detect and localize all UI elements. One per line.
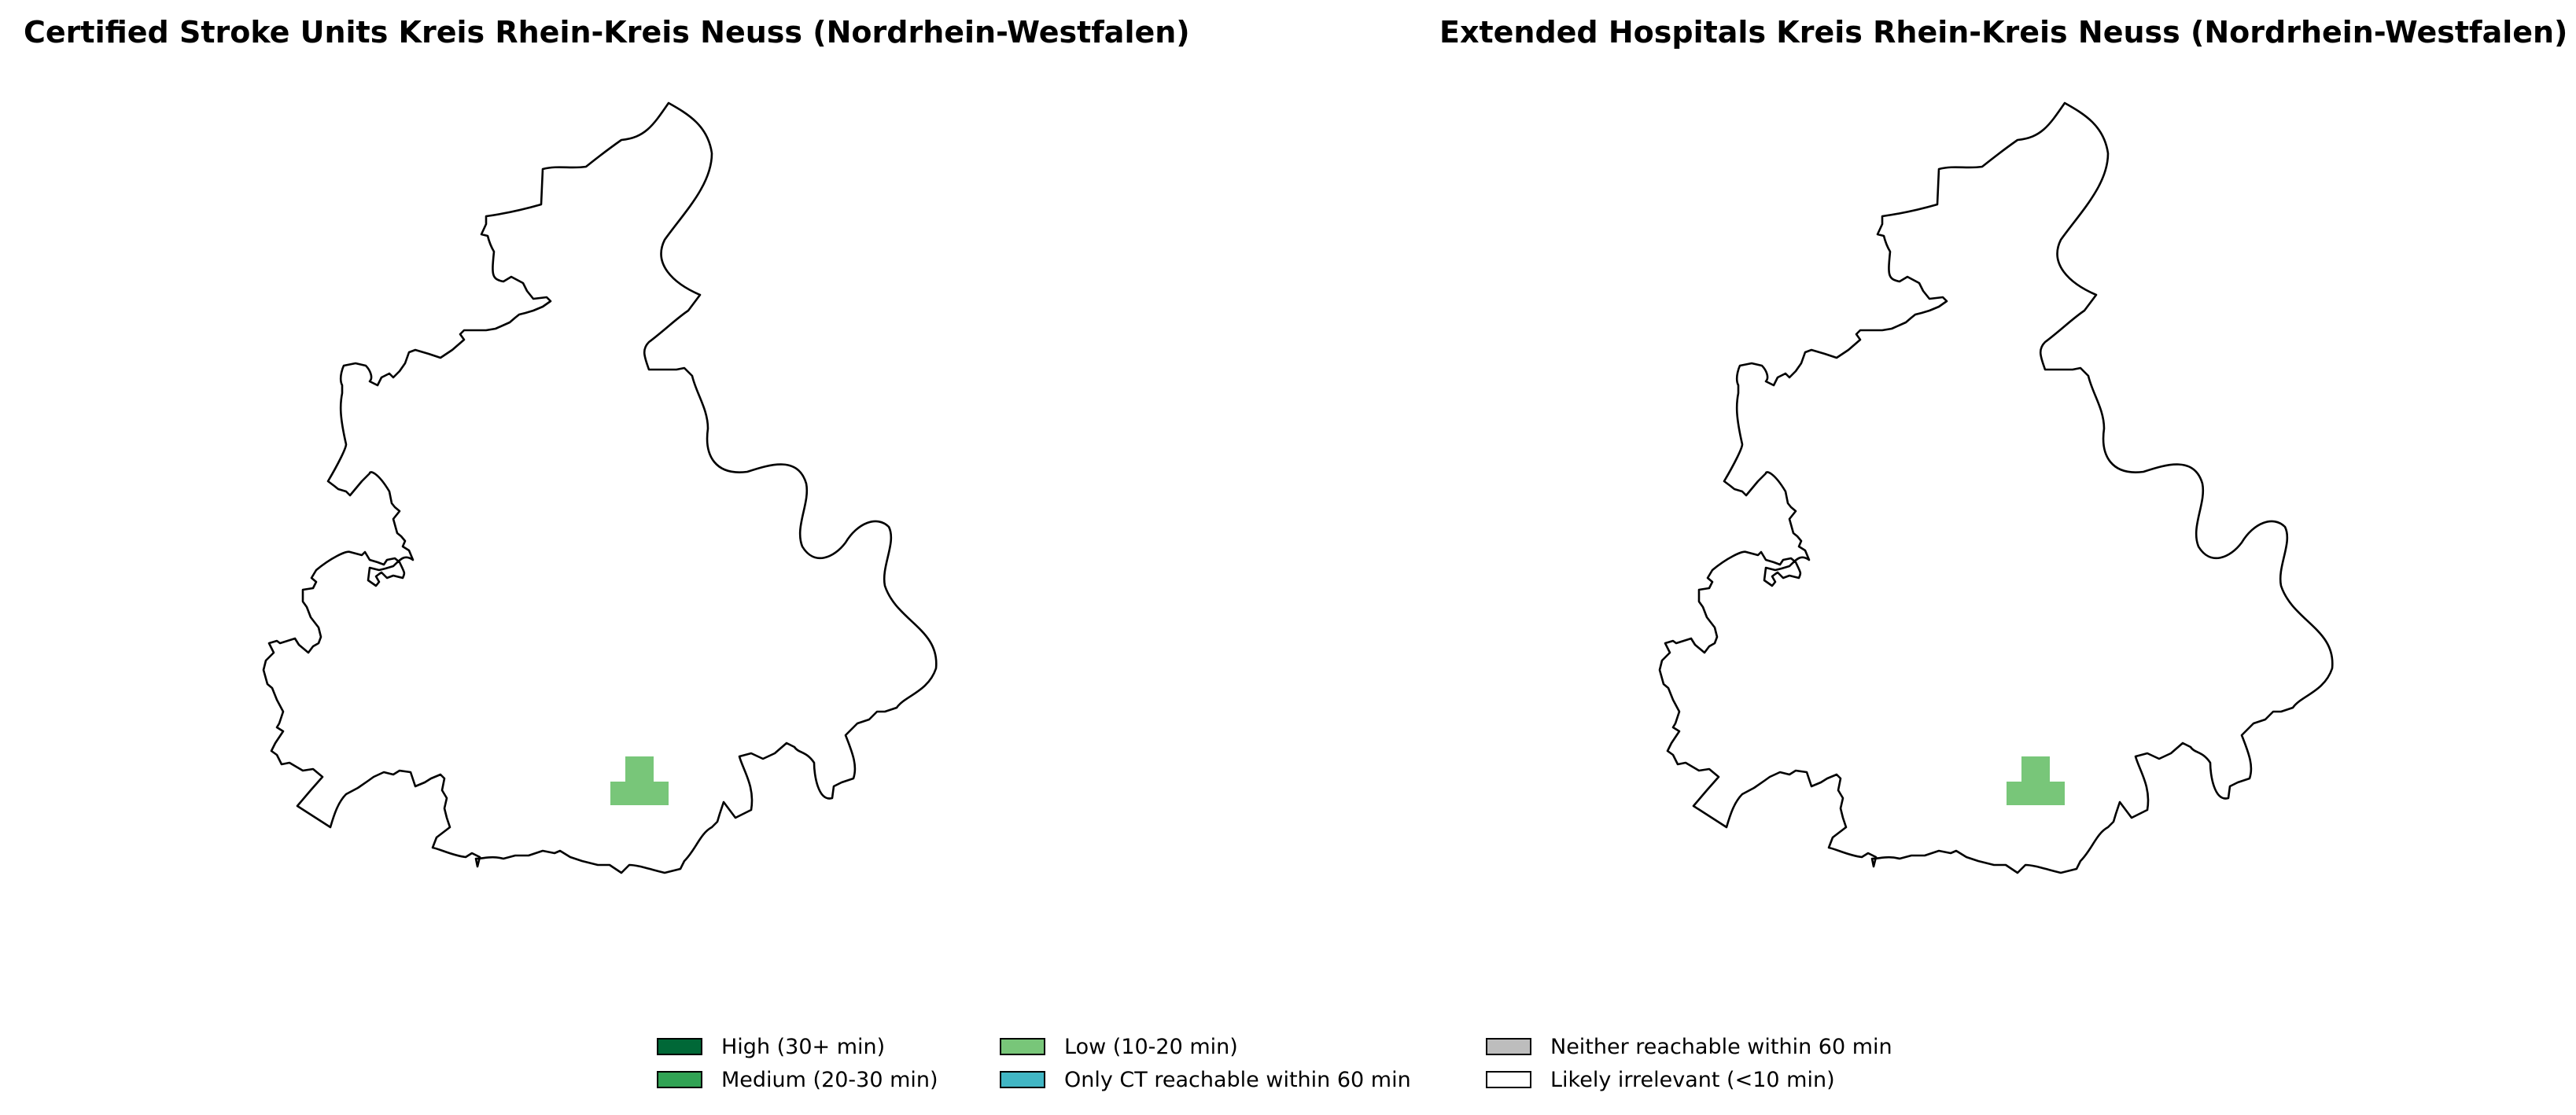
- legend: High (30+ min) Medium (20-30 min) Low (1…: [657, 1035, 1962, 1098]
- legend-swatch: [657, 1038, 702, 1055]
- panel-title: Certified Stroke Units Kreis Rhein-Kreis…: [24, 15, 1190, 50]
- low-zone-cell: [625, 756, 654, 782]
- legend-label: High (30+ min): [721, 1034, 886, 1059]
- low-zone-cell: [2007, 782, 2065, 805]
- district-map: [1658, 101, 2334, 874]
- legend-item-medium: Medium (20-30 min): [657, 1067, 938, 1092]
- low-zone-cell: [2021, 756, 2050, 782]
- district-outline: [1658, 101, 2334, 874]
- panel-title: Extended Hospitals Kreis Rhein-Kreis Neu…: [1439, 15, 2568, 50]
- legend-item-ct-only: Only CT reachable within 60 min: [1000, 1067, 1411, 1092]
- district-map: [262, 101, 938, 874]
- legend-swatch: [657, 1071, 702, 1088]
- legend-label: Medium (20-30 min): [721, 1067, 938, 1092]
- reachability-low-area: [2007, 756, 2065, 805]
- legend-swatch: [1000, 1071, 1045, 1088]
- district-outline: [262, 101, 938, 874]
- reachability-low-area: [610, 756, 669, 805]
- legend-item-low: Low (10-20 min): [1000, 1034, 1238, 1059]
- map-panel-extended-hospitals: Extended Hospitals Kreis Rhein-Kreis Neu…: [1288, 0, 2576, 1115]
- legend-label: Low (10-20 min): [1064, 1034, 1238, 1059]
- legend-label: Neither reachable within 60 min: [1550, 1034, 1892, 1059]
- legend-swatch: [1486, 1071, 1531, 1088]
- map-panel-stroke-units: Certified Stroke Units Kreis Rhein-Kreis…: [24, 15, 1190, 874]
- legend-swatch: [1000, 1038, 1045, 1055]
- legend-swatch: [1486, 1038, 1531, 1055]
- legend-item-neither: Neither reachable within 60 min: [1486, 1034, 1892, 1059]
- legend-label: Likely irrelevant (<10 min): [1550, 1067, 1835, 1092]
- legend-item-high: High (30+ min): [657, 1034, 886, 1059]
- legend-item-irrelevant: Likely irrelevant (<10 min): [1486, 1067, 1835, 1092]
- legend-label: Only CT reachable within 60 min: [1064, 1067, 1411, 1092]
- low-zone-cell: [610, 782, 669, 805]
